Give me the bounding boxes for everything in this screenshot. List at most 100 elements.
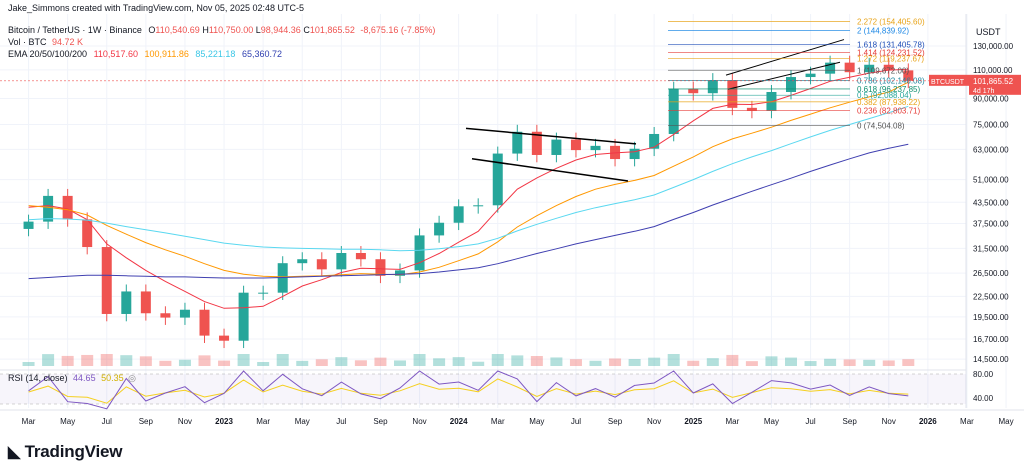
candle-body xyxy=(160,313,171,318)
candle-body xyxy=(551,139,562,155)
volume-label: Vol · BTC xyxy=(8,37,47,47)
time-axis-tick: Jul xyxy=(102,417,112,426)
volume-bar xyxy=(609,358,622,366)
candle-body xyxy=(297,259,308,264)
volume-bar xyxy=(550,357,563,366)
volume-bar xyxy=(315,359,328,366)
candle-body xyxy=(414,235,425,271)
volume-bar xyxy=(569,359,582,366)
volume-legend[interactable]: Vol · BTC 94.72 K xyxy=(8,37,83,47)
volume-bar xyxy=(824,358,837,366)
fib-level-label: 1.414 (124,231.52) xyxy=(857,48,925,57)
fib-level-label: 0.618 (96,237.85) xyxy=(857,85,920,94)
candle-body xyxy=(531,131,542,155)
candle-body xyxy=(570,139,581,151)
candle-body xyxy=(62,195,73,220)
candle-body xyxy=(629,148,640,160)
volume-bar xyxy=(589,360,602,366)
price-axis-tick: 31,500.00 xyxy=(973,244,1009,253)
candle-body xyxy=(375,259,386,276)
volume-bar xyxy=(726,354,739,366)
rsi-axis-tick: 80.00 xyxy=(973,370,994,379)
candle-body xyxy=(746,107,757,111)
price-axis-tick: 43,500.00 xyxy=(973,198,1009,207)
candle-body xyxy=(883,64,894,71)
attribution-text: Jake_Simmons created with TradingView.co… xyxy=(8,3,304,13)
symbol-title: Bitcoin / TetherUS · 1W · Binance xyxy=(8,25,142,35)
ema-legend[interactable]: EMA 20/50/100/200 110,517.60 100,911.86 … xyxy=(8,49,282,59)
time-axis-tick: Mar xyxy=(725,417,739,426)
price-axis-tick: 14,500.00 xyxy=(973,355,1009,364)
ema200-value: 65,360.72 xyxy=(241,49,282,59)
candle-body xyxy=(82,219,93,248)
tradingview-logo[interactable]: ◣ TradingView xyxy=(8,442,122,462)
volume-bar xyxy=(843,359,856,366)
rsi-line xyxy=(28,370,909,410)
fib-level-label: 1.618 (131,405.78) xyxy=(857,40,925,49)
time-axis-tick: Jul xyxy=(805,417,815,426)
price-axis-tick: 19,500.00 xyxy=(973,313,1009,322)
rsi-legend[interactable]: RSI (14, close) 44.65 50.35 ◎ xyxy=(8,373,136,384)
rsi-ma-value: 50.35 xyxy=(101,373,124,383)
fib-level-label: 2.272 (154,405.60) xyxy=(857,17,925,26)
price-axis-tick: 90,000.00 xyxy=(973,95,1009,104)
price-axis-tick: 63,000.00 xyxy=(973,145,1009,154)
fib-level-label: 1 (109,672.00) xyxy=(857,66,909,75)
eye-icon[interactable]: ◎ xyxy=(128,373,136,383)
candle-body xyxy=(355,253,366,260)
ohlc-low-label: L xyxy=(255,25,261,35)
ohlc-high-value: 110,750.00 xyxy=(208,25,254,35)
candle-body xyxy=(453,206,464,223)
ohlc-close-value: 101,865.52 xyxy=(309,25,355,35)
volume-bar xyxy=(745,361,758,366)
candle-body xyxy=(121,291,132,314)
time-axis-tick: Sep xyxy=(139,417,154,426)
ema100-value: 85,221.18 xyxy=(195,49,236,59)
wedge-lower-trendline xyxy=(727,61,841,90)
ohlc-change: -8,675.16 (-7.85%) xyxy=(360,25,436,35)
volume-bar xyxy=(785,357,797,366)
ema20-line xyxy=(28,68,909,309)
fib-level-label: 0.382 (87,938.22) xyxy=(857,98,920,107)
volume-bar xyxy=(667,354,680,366)
time-axis-tick: Sep xyxy=(843,417,858,426)
ema200-line xyxy=(28,143,909,280)
time-axis-tick: Sep xyxy=(608,417,623,426)
candle-body xyxy=(140,291,151,314)
fib-level-label: 0 (74,504.08) xyxy=(857,121,905,130)
symbol-legend[interactable]: Bitcoin / TetherUS · 1W · Binance O110,5… xyxy=(8,25,435,35)
fib-level-label: 0.786 (102,146.08) xyxy=(857,76,925,85)
volume-value: 94.72 K xyxy=(52,37,84,47)
volume-bar xyxy=(882,360,895,366)
time-axis-tick: Nov xyxy=(412,417,426,426)
volume-bar xyxy=(178,359,191,366)
ema50-value: 100,911.86 xyxy=(144,49,189,59)
candle-body xyxy=(238,292,249,341)
time-axis-tick: Sep xyxy=(373,417,388,426)
candle-body xyxy=(805,73,816,78)
volume-bar xyxy=(335,357,348,366)
candle-body xyxy=(864,64,875,73)
rsi-value: 44.65 xyxy=(73,373,96,383)
fib-level-label: 0.236 (82,803.71) xyxy=(857,106,920,115)
time-axis-tick: May xyxy=(60,417,75,426)
time-axis-tick: 2025 xyxy=(684,417,702,426)
candle-body xyxy=(688,88,699,94)
price-badge-countdown: 4d 17h xyxy=(973,88,995,95)
price-axis-tick: 26,500.00 xyxy=(973,269,1009,278)
volume-bar xyxy=(276,354,289,366)
time-axis-tick: Nov xyxy=(647,417,661,426)
candle-body xyxy=(199,309,210,336)
time-axis-tick: Mar xyxy=(960,417,974,426)
volume-bar xyxy=(628,359,641,366)
currency-label: USDT xyxy=(976,27,1001,37)
candle-body xyxy=(512,131,523,154)
ohlc-close-label: C xyxy=(303,25,310,35)
price-axis-tick: 75,000.00 xyxy=(973,121,1009,130)
candle-body xyxy=(590,145,601,151)
volume-bar xyxy=(198,355,211,366)
ohlc-open-value: 110,540.69 xyxy=(155,25,200,35)
candle-body xyxy=(395,270,405,276)
time-axis-tick: May xyxy=(998,417,1013,426)
